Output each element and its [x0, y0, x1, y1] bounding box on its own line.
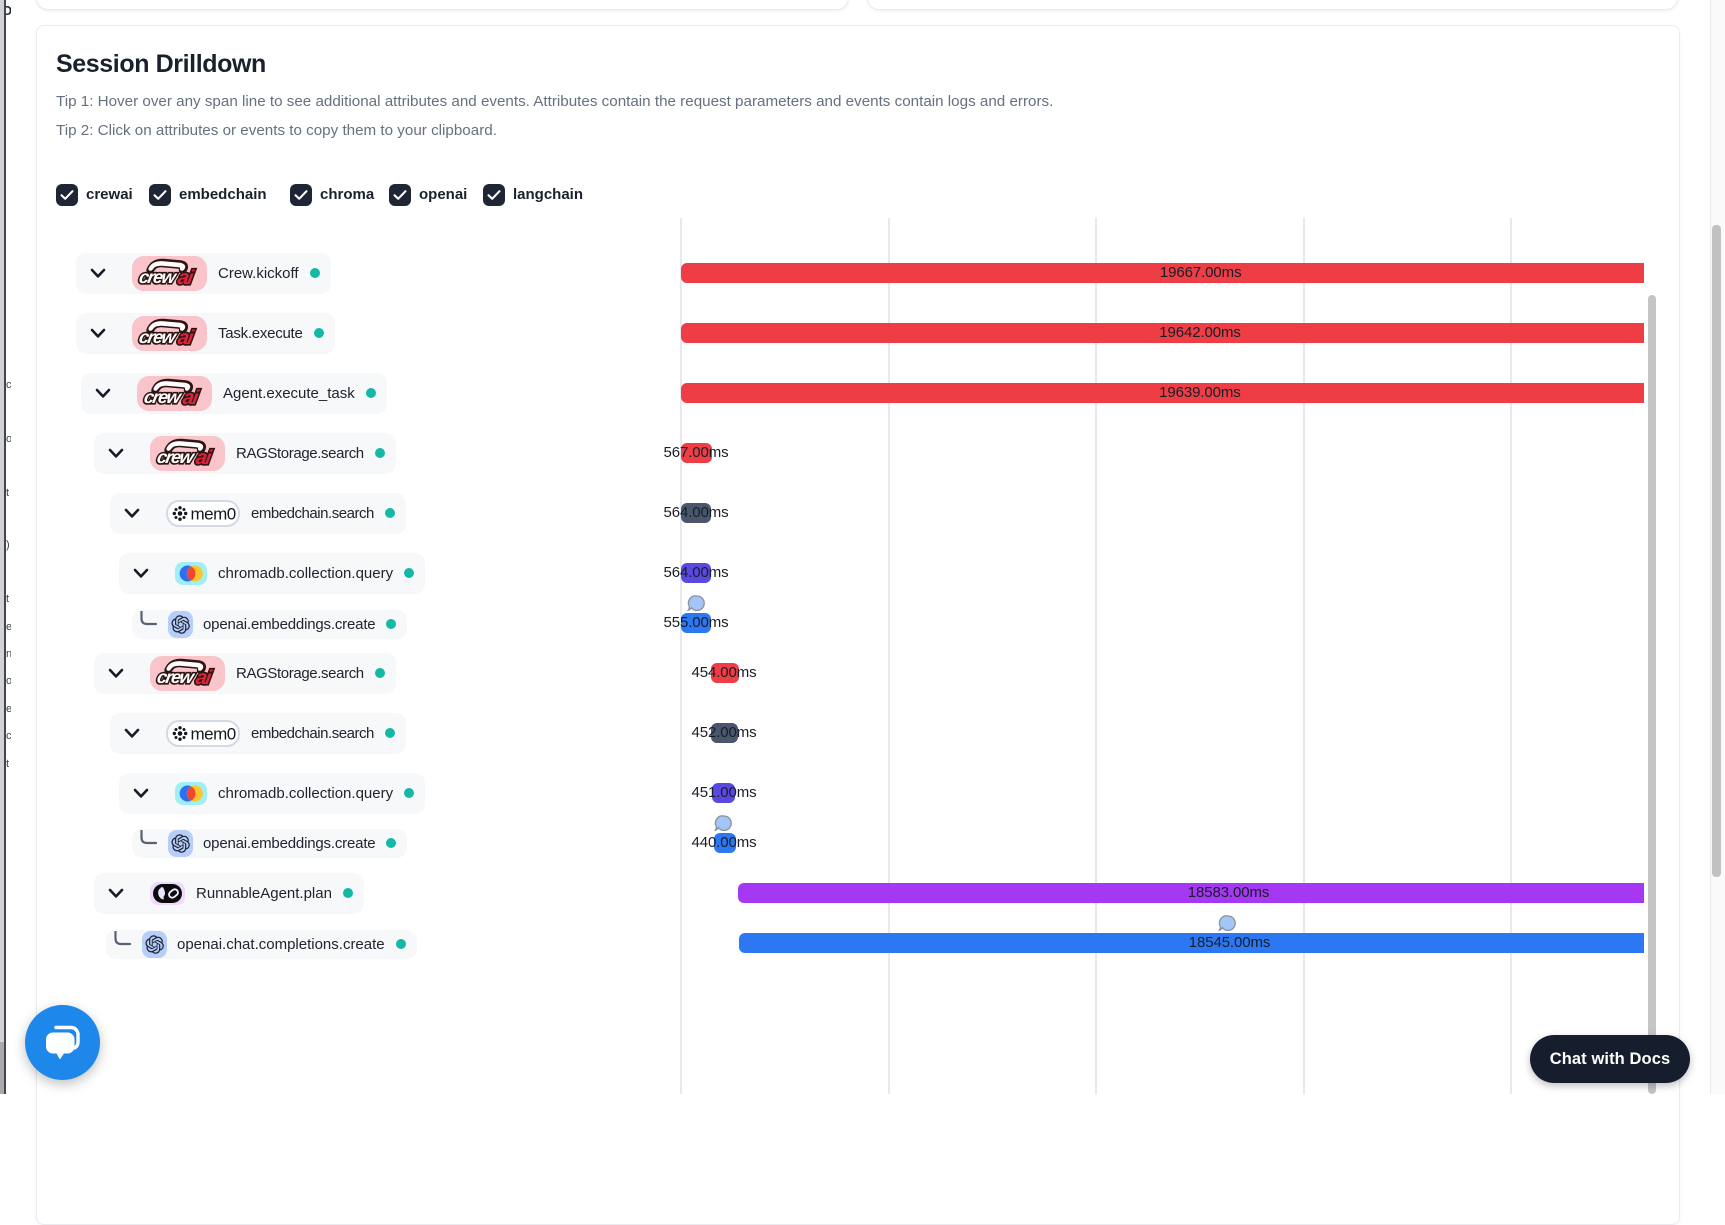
svg-text:crew: crew: [138, 267, 180, 287]
svg-text:crew: crew: [156, 447, 198, 467]
svg-text:crew: crew: [138, 327, 180, 347]
svg-text:mem0: mem0: [191, 504, 236, 523]
svg-text:crew: crew: [143, 387, 185, 407]
svg-text:crew: crew: [156, 667, 198, 687]
svg-text:mem0: mem0: [191, 724, 236, 743]
